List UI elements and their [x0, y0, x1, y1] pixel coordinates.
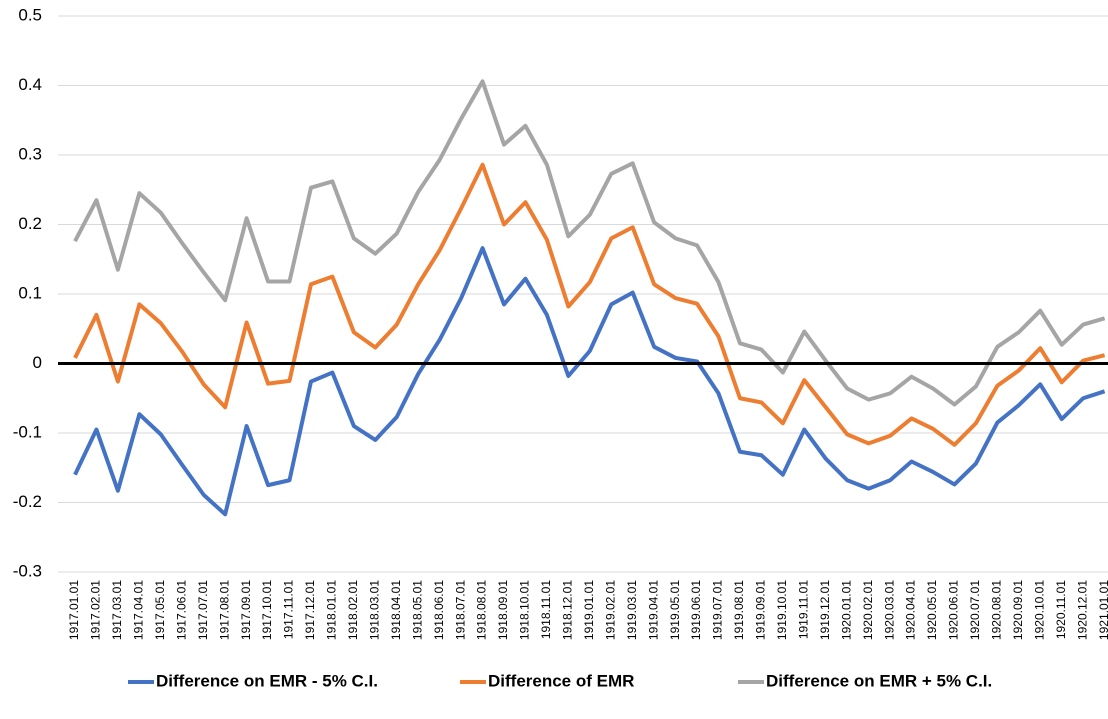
x-tick-label: 1920.04.01: [904, 580, 918, 640]
x-tick-label: 1918.03.01: [367, 580, 381, 640]
x-tick-label: 1918.12.01: [561, 580, 575, 640]
x-tick-label: 1917.06.01: [174, 580, 188, 640]
x-tick-label: 1919.10.01: [775, 580, 789, 640]
x-tick-label: 1919.06.01: [689, 580, 703, 640]
x-tick-label: 1919.09.01: [754, 580, 768, 640]
y-tick-label: -0.1: [13, 422, 42, 441]
x-tick-label: 1919.05.01: [668, 580, 682, 640]
x-tick-label: 1918.08.01: [475, 580, 489, 640]
x-tick-label: 1919.02.01: [603, 580, 617, 640]
legend-label: Difference on EMR + 5% C.I.: [766, 671, 992, 690]
x-tick-label: 1917.02.01: [89, 580, 103, 640]
x-tick-label: 1920.05.01: [925, 580, 939, 640]
x-tick-label: 1920.02.01: [861, 580, 875, 640]
x-tick-label: 1917.08.01: [217, 580, 231, 640]
x-tick-label: 1917.09.01: [239, 580, 253, 640]
x-tick-label: 1919.12.01: [818, 580, 832, 640]
y-tick-label: 0.2: [18, 214, 42, 233]
x-tick-label: 1917.12.01: [303, 580, 317, 640]
x-tick-label: 1919.03.01: [625, 580, 639, 640]
y-tick-label: 0.3: [18, 144, 42, 163]
y-tick-label: 0.5: [18, 5, 42, 24]
data-line: [73, 246, 1106, 517]
x-tick-label: 1917.04.01: [132, 580, 146, 640]
x-tick-label: 1920.11.01: [1054, 580, 1068, 639]
x-tick-label: 1919.08.01: [732, 580, 746, 640]
x-tick-label: 1918.04.01: [389, 580, 403, 640]
x-tick-label: 1917.07.01: [196, 580, 210, 640]
x-tick-label: 1919.04.01: [646, 580, 660, 640]
x-tick-label: 1917.01.01: [67, 580, 81, 640]
legend-label: Difference on EMR - 5% C.I.: [156, 671, 378, 690]
x-tick-label: 1919.11.01: [796, 580, 810, 639]
x-tick-label: 1918.01.01: [325, 580, 339, 640]
x-tick-label: 1918.11.01: [539, 580, 553, 639]
x-tick-label: 1920.07.01: [968, 580, 982, 640]
x-tick-label: 1920.01.01: [839, 580, 853, 640]
x-tick-label: 1918.07.01: [453, 580, 467, 640]
data-line: [73, 162, 1106, 447]
x-tick-label: 1918.05.01: [410, 580, 424, 640]
x-tick-label: 1918.02.01: [346, 580, 360, 640]
x-tick-label: 1920.08.01: [990, 580, 1004, 640]
x-tick-label: 1917.11.01: [282, 580, 296, 639]
x-tick-label: 1918.06.01: [432, 580, 446, 640]
y-tick-label: 0.1: [18, 283, 42, 302]
x-tick-label: 1920.09.01: [1011, 580, 1025, 640]
y-tick-label: -0.2: [13, 492, 42, 511]
x-tick-label: 1920.10.01: [1032, 580, 1046, 640]
legend-label: Difference of EMR: [488, 671, 634, 690]
x-tick-label: 1919.01.01: [582, 580, 596, 640]
x-tick-label: 1917.05.01: [153, 580, 167, 640]
x-tick-label: 1919.07.01: [711, 580, 725, 640]
x-tick-label: 1920.03.01: [882, 580, 896, 640]
x-tick-label: 1920.06.01: [947, 580, 961, 640]
x-tick-label: 1920.12.01: [1075, 580, 1089, 640]
y-tick-label: 0: [33, 353, 42, 372]
x-tick-label: 1921.01.01: [1097, 580, 1108, 640]
x-tick-label: 1917.03.01: [110, 580, 124, 640]
x-tick-label: 1918.09.01: [496, 580, 510, 640]
data-line: [73, 79, 1106, 407]
x-tick-label: 1917.10.01: [260, 580, 274, 640]
x-tick-label: 1918.10.01: [518, 580, 532, 640]
y-tick-label: 0.4: [18, 75, 42, 94]
y-tick-label: -0.3: [13, 561, 42, 580]
